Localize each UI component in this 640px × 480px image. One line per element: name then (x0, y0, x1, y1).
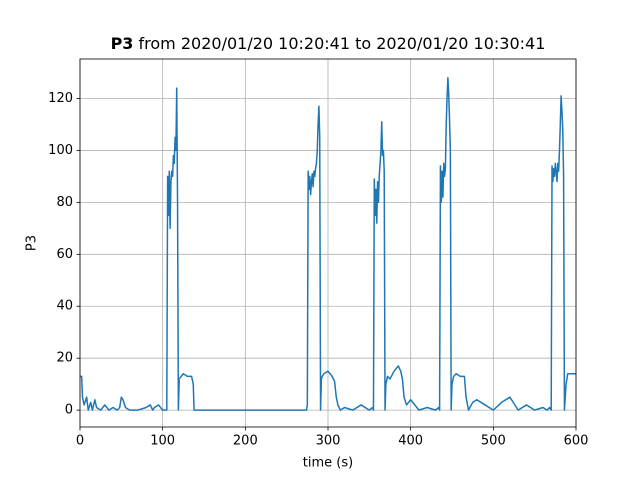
y-tick-label: 20 (56, 351, 73, 366)
x-tick-label: 0 (76, 434, 84, 449)
y-tick-label: 40 (56, 299, 73, 314)
x-tick-label: 300 (316, 434, 341, 449)
y-tick-label: 120 (48, 91, 73, 106)
x-tick-label: 100 (150, 434, 175, 449)
y-tick-label: 80 (56, 195, 73, 210)
title-rest: from 2020/01/20 10:20:41 to 2020/01/20 1… (139, 34, 546, 53)
x-axis-label: time (s) (303, 456, 353, 471)
title-bold: P3 (111, 34, 134, 53)
y-tick-label: 60 (56, 247, 73, 262)
y-tick-label: 100 (48, 143, 73, 158)
y-axis-label: P3 (25, 235, 40, 251)
x-tick-label: 200 (233, 434, 258, 449)
x-tick-label: 600 (564, 434, 589, 449)
x-tick-label: 500 (481, 434, 506, 449)
y-tick-label: 0 (65, 403, 73, 418)
x-tick-label: 400 (398, 434, 423, 449)
plot (80, 76, 576, 411)
data-line (80, 76, 576, 411)
chart-title: P3 from 2020/01/20 10:20:41 to 2020/01/2… (111, 34, 546, 53)
ticks: 0 100 200 300 400 500 600 0 20 40 60 80 100 120 (48, 91, 588, 449)
